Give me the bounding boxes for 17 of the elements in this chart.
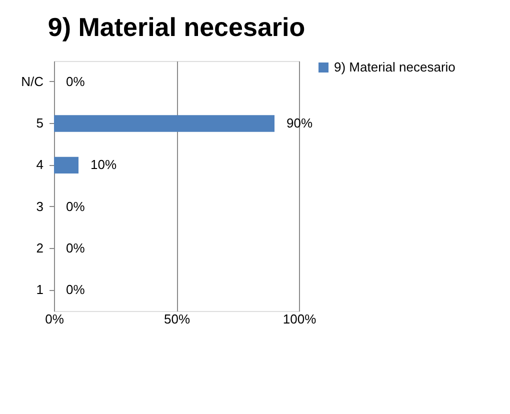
data-label: 0% [66, 198, 86, 214]
data-label: 0% [66, 240, 86, 256]
y-tick-label: 1 [36, 282, 44, 298]
y-tick-label: 2 [36, 240, 44, 256]
data-label: 0% [66, 74, 86, 89]
x-tick-label: 50% [164, 312, 190, 326]
data-label: 10% [90, 157, 117, 172]
data-label: 0% [66, 282, 86, 298]
x-tick-label: 100% [282, 312, 317, 326]
chart-title: 9) Material necesario [48, 12, 306, 42]
y-tick-label: 5 [36, 116, 44, 130]
legend-label: 9) Material necesario [334, 60, 456, 74]
y-tick-label: 4 [36, 157, 44, 172]
x-tick-label: 0% [45, 312, 64, 326]
y-tick-label: N/C [21, 74, 44, 89]
data-label: 90% [286, 116, 313, 130]
y-tick-label: 3 [36, 198, 44, 214]
